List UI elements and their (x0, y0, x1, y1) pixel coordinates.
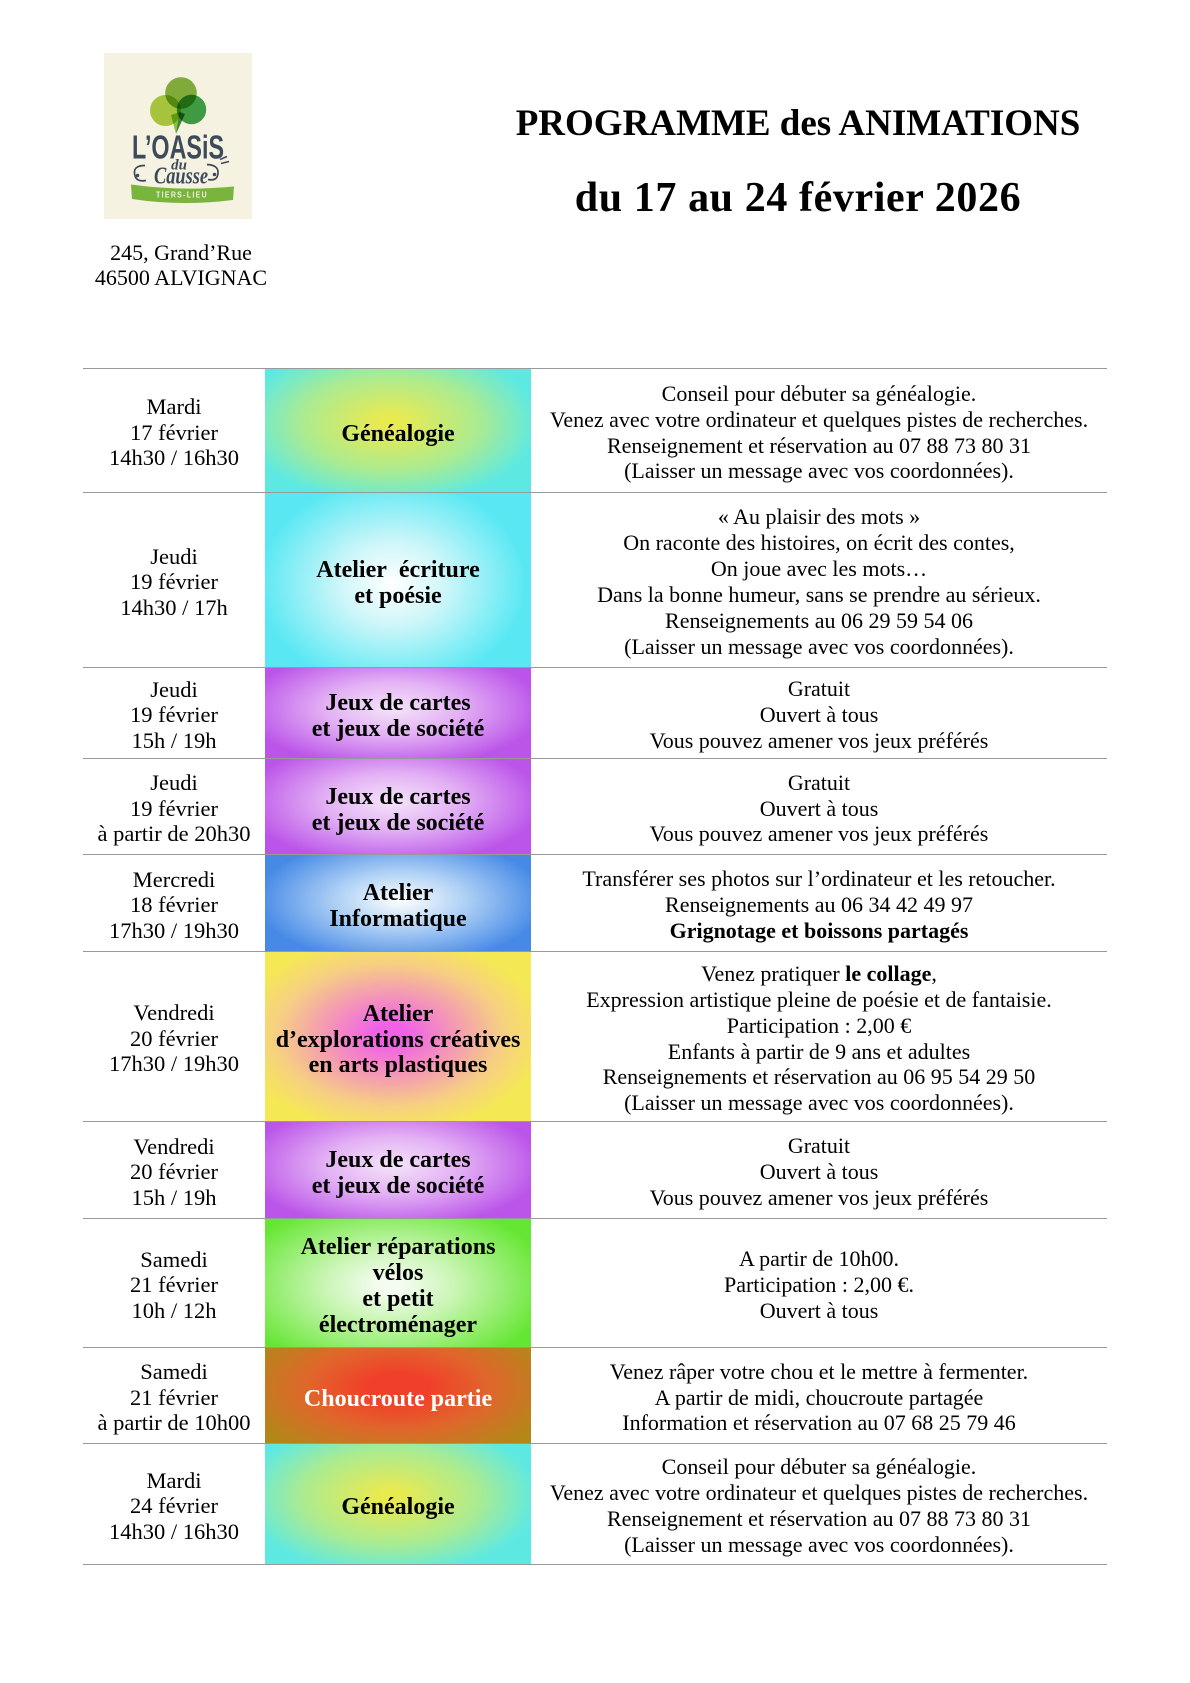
svg-text:Causse: Causse (154, 164, 208, 190)
svg-text:TIERS-LIEU: TIERS-LIEU (156, 191, 208, 200)
svg-text:L’OASiS: L’OASiS (132, 129, 224, 166)
svg-text:du: du (171, 158, 187, 174)
